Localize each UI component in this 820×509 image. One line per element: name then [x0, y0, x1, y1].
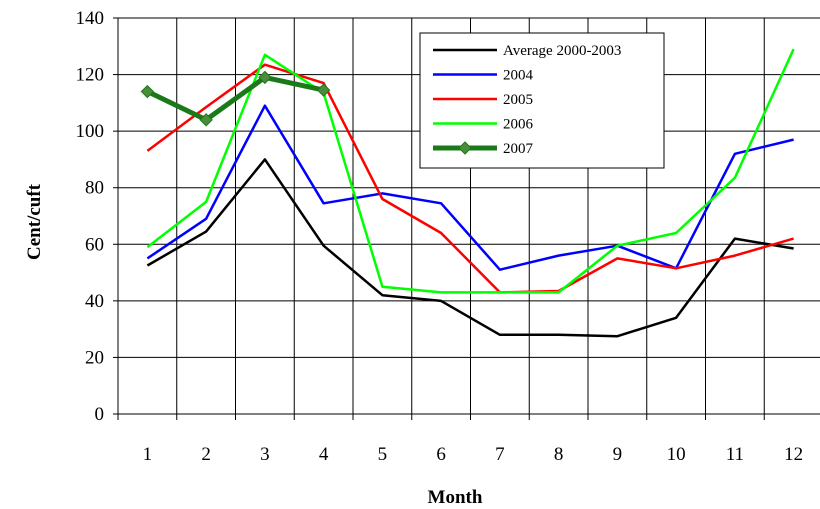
series-point-diamond — [140, 84, 155, 99]
y-tick-label: 0 — [95, 404, 105, 425]
legend-diamond-marker — [458, 141, 472, 155]
y-tick-label: 60 — [85, 234, 104, 255]
y-tick-label: 120 — [76, 65, 105, 86]
x-tick-label: 4 — [319, 444, 329, 465]
x-tick-label: 7 — [495, 444, 505, 465]
y-tick-label: 80 — [85, 178, 104, 199]
y-tick-label: 140 — [76, 8, 105, 29]
series-line-2 — [146, 104, 794, 271]
x-tick-label: 6 — [436, 444, 446, 465]
y-tick-label: 40 — [85, 291, 104, 312]
series-line-1 — [146, 158, 794, 338]
series-point-diamond — [258, 70, 272, 85]
x-tick-label: 3 — [260, 444, 270, 465]
series-line-5 — [146, 74, 325, 123]
x-tick-label: 12 — [784, 444, 803, 465]
x-tick-label: 1 — [143, 444, 153, 465]
legend-label: Average 2000-2003 — [503, 43, 621, 59]
legend-label: 2005 — [503, 92, 533, 108]
x-tick-label: 9 — [613, 444, 623, 465]
series-line-3 — [146, 63, 794, 294]
x-tick-label: 8 — [554, 444, 564, 465]
series-lines — [140, 48, 795, 338]
series-line-4 — [146, 48, 795, 294]
y-tick-label: 100 — [76, 121, 105, 142]
legend-label: 2004 — [503, 68, 534, 84]
series-point-diamond — [199, 113, 213, 127]
legend: Average 2000-2003 2004 2005 2006 2007 — [419, 32, 665, 169]
x-tick-label: 10 — [667, 444, 686, 465]
x-axis-ticks: 1 2 3 4 5 6 7 8 9 10 11 12 — [117, 414, 803, 465]
series-point-diamond — [316, 83, 331, 97]
legend-label: 2007 — [503, 141, 534, 157]
y-axis-ticks: 0 20 40 60 80 100 120 140 — [76, 8, 118, 425]
legend-label: 2006 — [503, 117, 534, 133]
y-axis-title: Cent/cuft — [24, 183, 45, 260]
x-tick-label: 5 — [378, 444, 388, 465]
x-tick-label: 2 — [201, 444, 211, 465]
x-tick-label: 11 — [726, 444, 744, 465]
x-axis-title: Month — [428, 487, 483, 508]
y-tick-label: 20 — [85, 347, 104, 368]
